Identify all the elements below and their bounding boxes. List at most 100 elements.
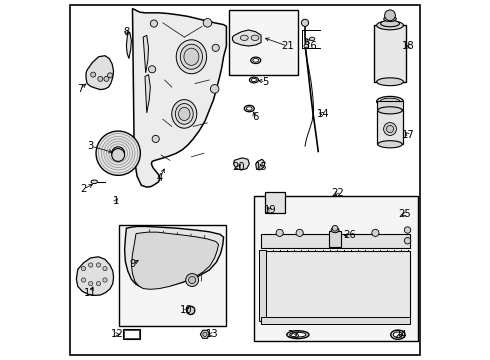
Text: 2: 2	[80, 184, 87, 194]
Ellipse shape	[251, 57, 261, 64]
Text: 14: 14	[317, 109, 329, 119]
Polygon shape	[131, 232, 219, 289]
Ellipse shape	[251, 35, 259, 41]
Polygon shape	[132, 9, 226, 187]
Circle shape	[107, 73, 113, 78]
Bar	[374, 25, 406, 82]
Circle shape	[148, 66, 156, 73]
Bar	[124, 330, 139, 338]
Text: 11: 11	[84, 288, 97, 297]
Bar	[119, 225, 226, 327]
Bar	[254, 196, 418, 341]
Text: 1: 1	[113, 197, 119, 206]
Ellipse shape	[245, 105, 254, 112]
Text: 12: 12	[111, 329, 123, 339]
Polygon shape	[86, 56, 114, 90]
Circle shape	[276, 229, 283, 237]
Circle shape	[98, 76, 103, 81]
Circle shape	[301, 19, 309, 26]
Ellipse shape	[178, 107, 190, 121]
Circle shape	[96, 131, 140, 175]
Circle shape	[189, 276, 196, 284]
Circle shape	[89, 282, 93, 286]
Bar	[261, 234, 411, 248]
Circle shape	[186, 306, 195, 315]
Text: 18: 18	[402, 41, 415, 51]
Text: 3: 3	[88, 141, 94, 151]
Circle shape	[385, 10, 395, 21]
Circle shape	[115, 150, 121, 156]
Bar	[123, 329, 140, 339]
Ellipse shape	[384, 16, 396, 22]
Ellipse shape	[287, 331, 309, 339]
Ellipse shape	[377, 21, 403, 30]
Circle shape	[332, 225, 338, 231]
Ellipse shape	[290, 332, 306, 337]
Text: 4: 4	[157, 173, 163, 183]
Ellipse shape	[310, 37, 315, 41]
Circle shape	[404, 227, 411, 233]
Circle shape	[212, 44, 220, 51]
Ellipse shape	[241, 35, 248, 41]
Ellipse shape	[184, 48, 199, 65]
Ellipse shape	[175, 104, 193, 124]
Ellipse shape	[176, 40, 207, 74]
Circle shape	[186, 274, 198, 287]
Ellipse shape	[378, 141, 402, 148]
Circle shape	[150, 20, 157, 27]
Text: 17: 17	[402, 130, 415, 140]
Ellipse shape	[180, 44, 202, 69]
Bar	[265, 192, 285, 213]
Circle shape	[404, 238, 411, 244]
Ellipse shape	[253, 59, 259, 62]
Polygon shape	[124, 226, 223, 288]
Ellipse shape	[251, 78, 256, 82]
Ellipse shape	[172, 100, 197, 128]
Circle shape	[81, 266, 86, 271]
Text: 7: 7	[77, 84, 83, 94]
Ellipse shape	[377, 96, 403, 107]
Ellipse shape	[381, 20, 399, 27]
Text: 23: 23	[287, 330, 299, 341]
Bar	[377, 101, 403, 109]
Text: 20: 20	[232, 162, 245, 172]
Circle shape	[97, 263, 100, 267]
Polygon shape	[145, 75, 150, 113]
Circle shape	[296, 229, 303, 237]
Text: 9: 9	[129, 259, 136, 269]
Bar	[259, 249, 266, 321]
Bar	[377, 111, 403, 144]
Polygon shape	[126, 32, 131, 59]
Polygon shape	[232, 30, 261, 46]
Ellipse shape	[380, 98, 400, 105]
Text: 22: 22	[331, 188, 343, 198]
Text: 19: 19	[264, 205, 277, 215]
Circle shape	[103, 278, 107, 282]
Circle shape	[210, 85, 219, 93]
Ellipse shape	[304, 44, 309, 48]
Circle shape	[203, 18, 212, 27]
Text: 13: 13	[206, 329, 219, 339]
Circle shape	[112, 149, 124, 161]
Polygon shape	[234, 158, 249, 170]
Text: 6: 6	[252, 112, 258, 122]
Polygon shape	[187, 306, 195, 315]
Circle shape	[112, 147, 124, 159]
Text: 26: 26	[343, 230, 356, 240]
Ellipse shape	[391, 330, 405, 339]
Ellipse shape	[377, 78, 403, 86]
Ellipse shape	[331, 227, 339, 233]
Circle shape	[372, 229, 379, 237]
Text: 24: 24	[394, 330, 407, 341]
Polygon shape	[256, 159, 265, 170]
Circle shape	[333, 229, 340, 237]
Circle shape	[97, 282, 100, 286]
Bar	[261, 317, 411, 324]
Circle shape	[104, 76, 109, 81]
Text: 8: 8	[123, 27, 129, 37]
Circle shape	[203, 332, 207, 337]
Text: 21: 21	[281, 41, 294, 51]
Circle shape	[384, 122, 396, 135]
Bar	[261, 251, 411, 319]
Ellipse shape	[249, 77, 258, 83]
